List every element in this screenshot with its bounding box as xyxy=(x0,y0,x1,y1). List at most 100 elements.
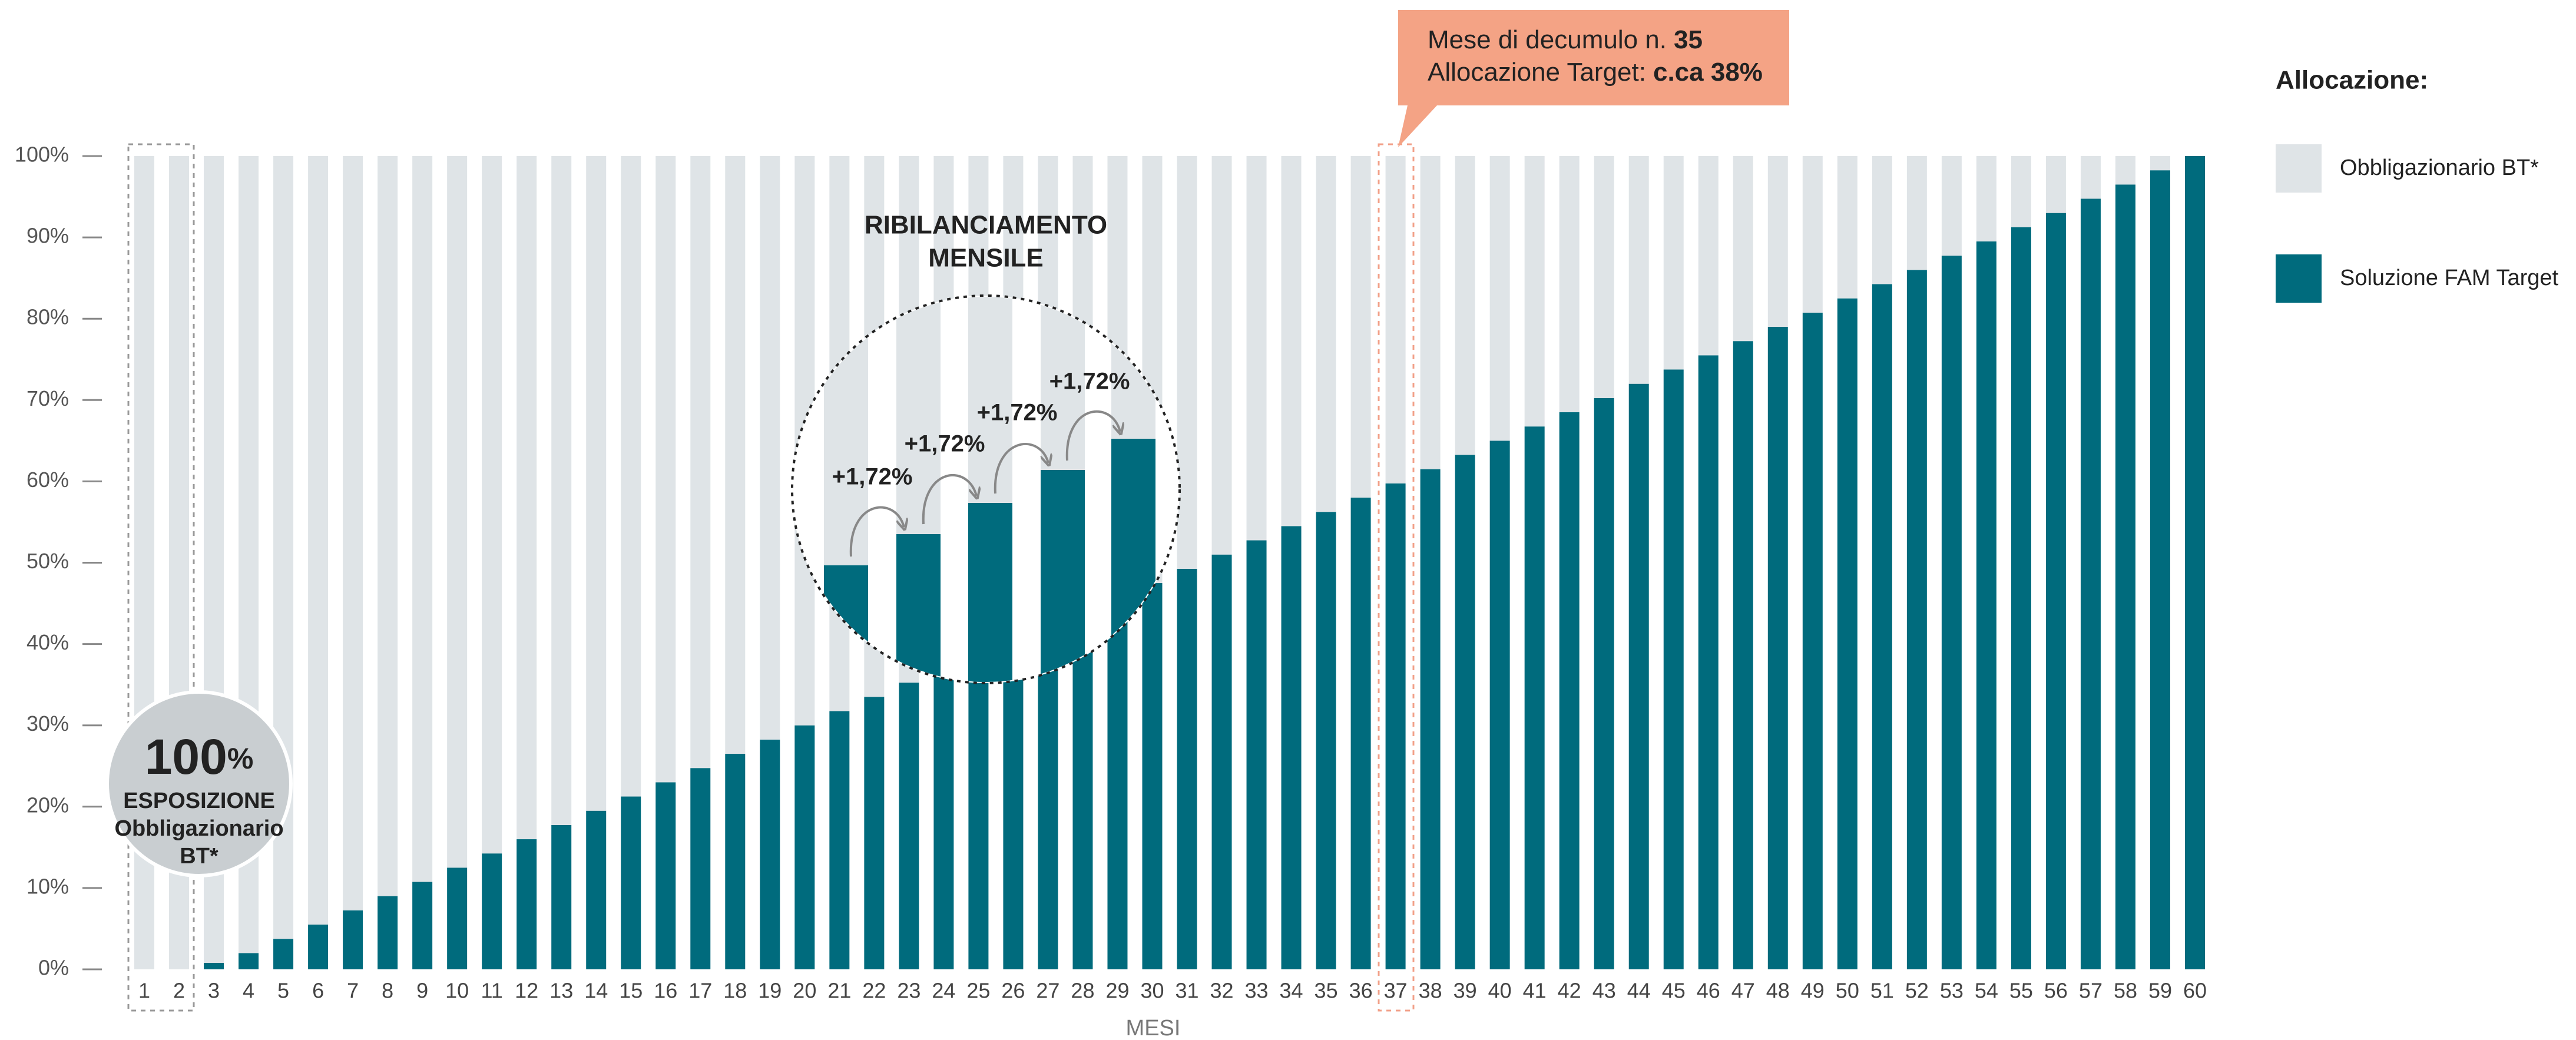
bar-segment xyxy=(1385,483,1406,969)
bar-segment xyxy=(551,824,572,969)
bar-segment xyxy=(1906,270,1927,970)
y-tick-label: 90% xyxy=(27,224,69,248)
badge-text: BT* xyxy=(180,844,218,869)
arrow xyxy=(849,506,904,557)
x-tick-label: 45 xyxy=(1662,979,1686,1003)
bar-segment xyxy=(1246,540,1267,969)
x-tick-label: 11 xyxy=(481,979,502,1003)
arrow xyxy=(1065,410,1120,461)
x-tick-label: 48 xyxy=(1766,979,1790,1003)
y-tick-label: 100% xyxy=(15,143,69,167)
zoom-arrows xyxy=(849,410,1120,557)
bar-segment xyxy=(2011,227,2031,969)
x-tick-label: 9 xyxy=(416,979,428,1003)
bar-segment xyxy=(1559,156,1580,413)
bar-segment xyxy=(2045,156,2066,213)
x-tick-label: 24 xyxy=(932,979,955,1003)
x-tick-label: 44 xyxy=(1627,979,1651,1003)
x-tick-label: 16 xyxy=(654,979,677,1003)
bar-segment xyxy=(1455,156,1475,455)
bar-segment xyxy=(1316,156,1336,512)
highlight-box xyxy=(127,143,195,1012)
bar-segment xyxy=(1698,355,1719,969)
bar-segment xyxy=(2080,198,2101,970)
bar-segment xyxy=(1177,568,1197,969)
callout-part: c.ca 38% xyxy=(1653,58,1763,87)
bar-segment xyxy=(551,156,572,825)
x-tick-label: 58 xyxy=(2114,979,2137,1003)
bar-segment xyxy=(1524,156,1545,427)
bar-segment xyxy=(655,156,676,783)
bar-segment xyxy=(899,683,919,969)
bar-segment xyxy=(725,156,746,754)
x-tick-label: 47 xyxy=(1731,979,1755,1003)
bar-segment xyxy=(1976,156,1996,242)
x-tick-label: 54 xyxy=(1975,979,1998,1003)
badge-text: 100% xyxy=(145,729,254,784)
bar-segment xyxy=(482,156,502,854)
x-tick-label: 2 xyxy=(173,979,185,1003)
x-tick-label: 36 xyxy=(1349,979,1373,1003)
bar-segment xyxy=(1733,156,1753,342)
zoom-title: RIBILANCIAMENTO xyxy=(865,211,1107,240)
bar-segment xyxy=(621,796,641,969)
x-tick-label: 15 xyxy=(619,979,643,1003)
x-tick-label: 39 xyxy=(1453,979,1477,1003)
x-tick-label: 52 xyxy=(1905,979,1929,1003)
bar-segment xyxy=(1142,583,1163,969)
x-tick-label: 33 xyxy=(1245,979,1269,1003)
y-tick-label: 80% xyxy=(27,305,69,329)
y-tick-label: 60% xyxy=(27,468,69,492)
bar-segment xyxy=(516,156,537,840)
x-tick-label: 28 xyxy=(1071,979,1094,1003)
legend-label: Soluzione FAM Target xyxy=(2340,266,2558,290)
bar-segment xyxy=(1003,640,1024,969)
callout-part: Allocazione Target: xyxy=(1428,58,1646,87)
bar-segment xyxy=(1941,156,1962,256)
x-tick-label: 27 xyxy=(1036,979,1059,1003)
callout-text: Allocazione Target: c.ca 38% xyxy=(1428,58,1763,87)
bar-segment xyxy=(447,156,468,868)
x-tick-label: 20 xyxy=(793,979,816,1003)
bar-segment xyxy=(690,768,711,969)
x-tick-label: 40 xyxy=(1488,979,1512,1003)
callout: Mese di decumulo n. 35 Allocazione Target… xyxy=(1398,10,1789,147)
y-tick-label: 30% xyxy=(27,711,69,736)
bar-segment xyxy=(1767,156,1788,327)
bar-segment xyxy=(343,156,363,910)
legend-swatch xyxy=(2276,144,2322,193)
bar-segment xyxy=(2080,156,2101,199)
bar-segment xyxy=(1489,440,1510,969)
step-label: +1,72% xyxy=(1049,369,1130,395)
bar-segment xyxy=(1211,156,1232,555)
bar-segment xyxy=(2150,156,2170,171)
arrow xyxy=(994,443,1048,494)
bar-segment xyxy=(1559,412,1580,969)
x-tick-label: 57 xyxy=(2079,979,2102,1003)
callout-text: Mese di decumulo n. 35 xyxy=(1428,25,1703,54)
legend-title: Allocazione: xyxy=(2276,66,2428,95)
zoom-bar xyxy=(968,503,1012,682)
bar-segment xyxy=(378,156,398,896)
x-tick-label: 23 xyxy=(897,979,921,1003)
bar-segment xyxy=(760,156,780,740)
x-tick-label: 6 xyxy=(312,979,324,1003)
x-tick-label: 10 xyxy=(445,979,469,1003)
x-tick-label: 50 xyxy=(1836,979,1859,1003)
bar-segment xyxy=(968,654,989,969)
bar-segment xyxy=(933,668,954,969)
y-tick-label: 70% xyxy=(27,386,69,410)
zoom-bar xyxy=(896,534,941,682)
highlight-box xyxy=(1378,143,1415,1012)
bar-segment xyxy=(1628,156,1649,384)
bar-segment xyxy=(1628,383,1649,969)
bar-segment xyxy=(1350,156,1371,498)
bar-segment xyxy=(1211,554,1232,969)
bar-segment xyxy=(1767,327,1788,969)
x-tick-label: 1 xyxy=(138,979,150,1003)
step-label: +1,72% xyxy=(977,400,1058,426)
bar-segment xyxy=(586,810,607,969)
x-tick-label: 41 xyxy=(1523,979,1547,1003)
bar-segment xyxy=(690,156,711,769)
